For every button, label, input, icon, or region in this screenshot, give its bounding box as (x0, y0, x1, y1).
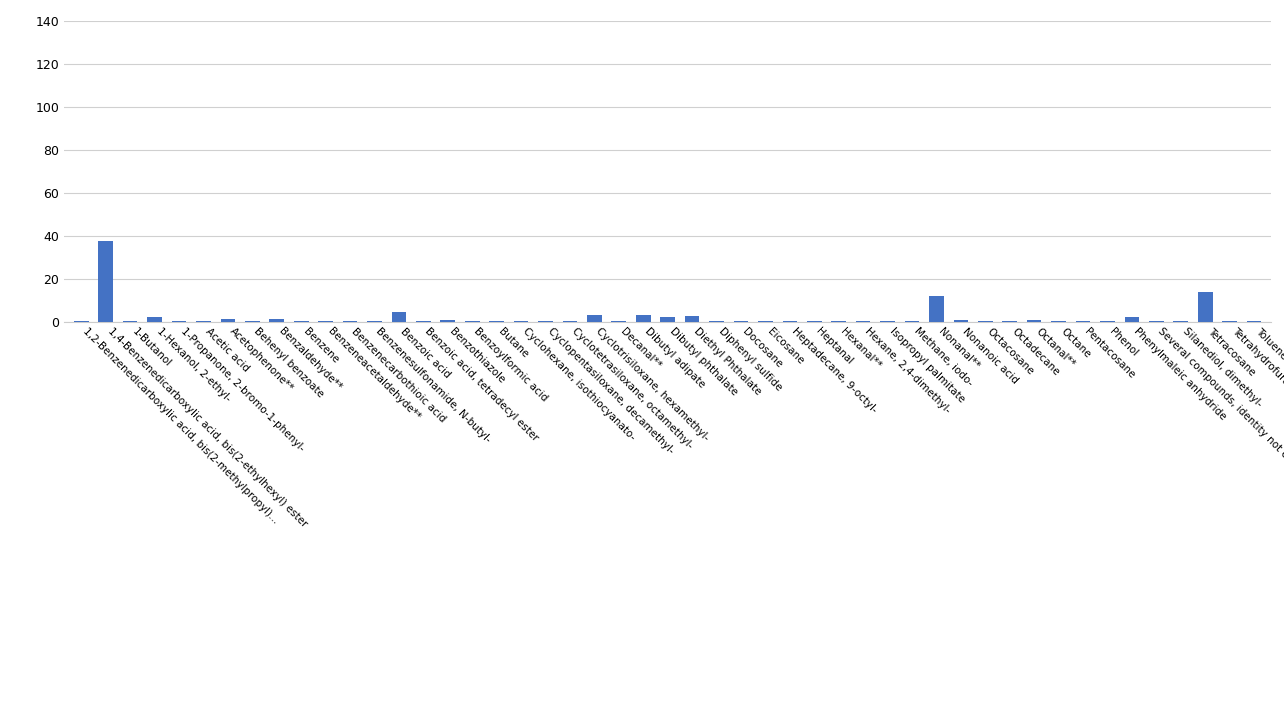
Bar (221, 319, 235, 322)
Bar (1198, 292, 1212, 322)
Bar (440, 320, 455, 322)
Bar (392, 312, 406, 322)
Bar (660, 317, 675, 322)
Bar (1125, 317, 1139, 322)
Bar (74, 320, 89, 322)
Bar (684, 316, 700, 322)
Bar (587, 315, 602, 322)
Bar (1027, 320, 1041, 322)
Bar (148, 317, 162, 322)
Bar (270, 319, 284, 322)
Bar (930, 296, 944, 322)
Bar (954, 320, 968, 322)
Bar (636, 315, 651, 322)
Bar (99, 242, 113, 322)
